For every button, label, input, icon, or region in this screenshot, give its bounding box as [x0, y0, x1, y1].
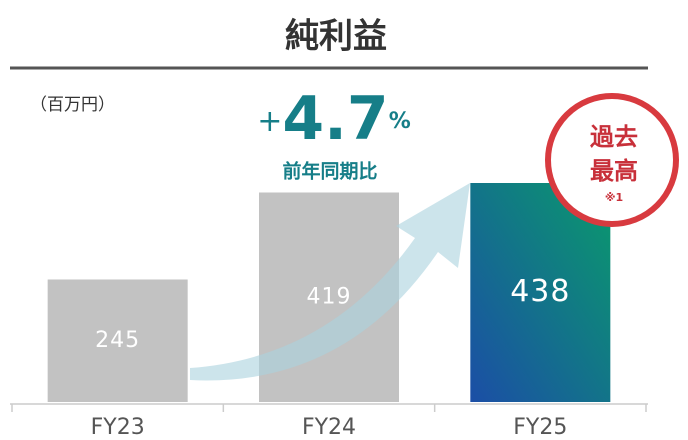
chart-title: 純利益: [285, 17, 387, 57]
change-unit: %: [389, 109, 411, 134]
change-number: 4.7: [282, 84, 388, 154]
x-axis-labels: FY23 FY24 FY25: [11, 404, 647, 440]
badge-note: ※1: [605, 191, 623, 204]
bar: [47, 279, 188, 402]
x-tick-label: FY25: [513, 415, 567, 440]
badge-line: 過去: [590, 123, 638, 151]
x-tick-label: FY23: [91, 415, 145, 440]
value-label: 438: [510, 274, 570, 309]
growth-arrow: [190, 183, 470, 381]
value-labels: 245 419 438: [95, 274, 570, 353]
badge-line: 最高: [590, 157, 638, 185]
change-annotation: +4.7%: [257, 84, 410, 154]
change-label: 前年同期比: [282, 160, 377, 183]
value-label: 419: [307, 284, 352, 309]
record-badge: [545, 93, 679, 227]
value-label: 245: [95, 328, 140, 353]
change-sign: +: [257, 104, 282, 139]
x-tick-label: FY24: [302, 415, 356, 440]
bars: [47, 183, 611, 402]
unit-label: （百万円）: [30, 95, 115, 115]
